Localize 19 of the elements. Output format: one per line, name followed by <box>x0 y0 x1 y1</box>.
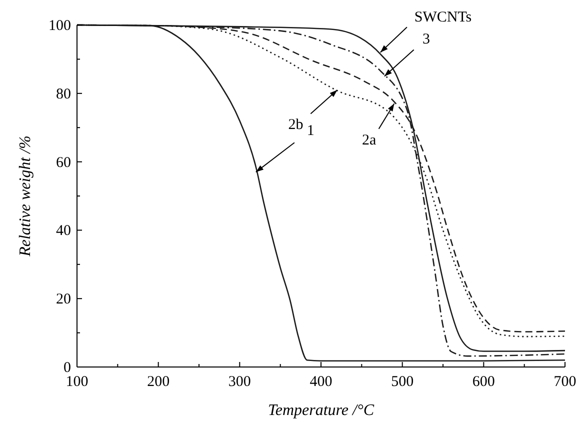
y-tick-label: 40 <box>56 223 71 240</box>
x-axis-title: Temperature /°C <box>268 402 374 419</box>
x-tick-label: 300 <box>228 374 251 390</box>
x-tick-label: 400 <box>310 374 332 390</box>
x-tick-label: 700 <box>554 374 576 390</box>
y-tick-label: 20 <box>56 292 71 308</box>
annotation: 1 <box>306 123 314 140</box>
y-tick-label: 0 <box>64 360 71 376</box>
x-tick-label: 500 <box>391 374 414 390</box>
annotation: 2a <box>362 132 377 149</box>
x-tick-label: 200 <box>147 374 170 390</box>
annotation: 3 <box>422 31 430 48</box>
y-tick-label: 80 <box>56 86 71 102</box>
annotation: 2b <box>288 116 304 133</box>
y-axis-title: Relative weight /% <box>17 136 34 258</box>
x-tick-label: 600 <box>472 374 495 390</box>
annotation: SWCNTs <box>414 9 472 26</box>
y-tick-label: 100 <box>48 18 71 34</box>
y-tick-label: 60 <box>56 154 71 171</box>
